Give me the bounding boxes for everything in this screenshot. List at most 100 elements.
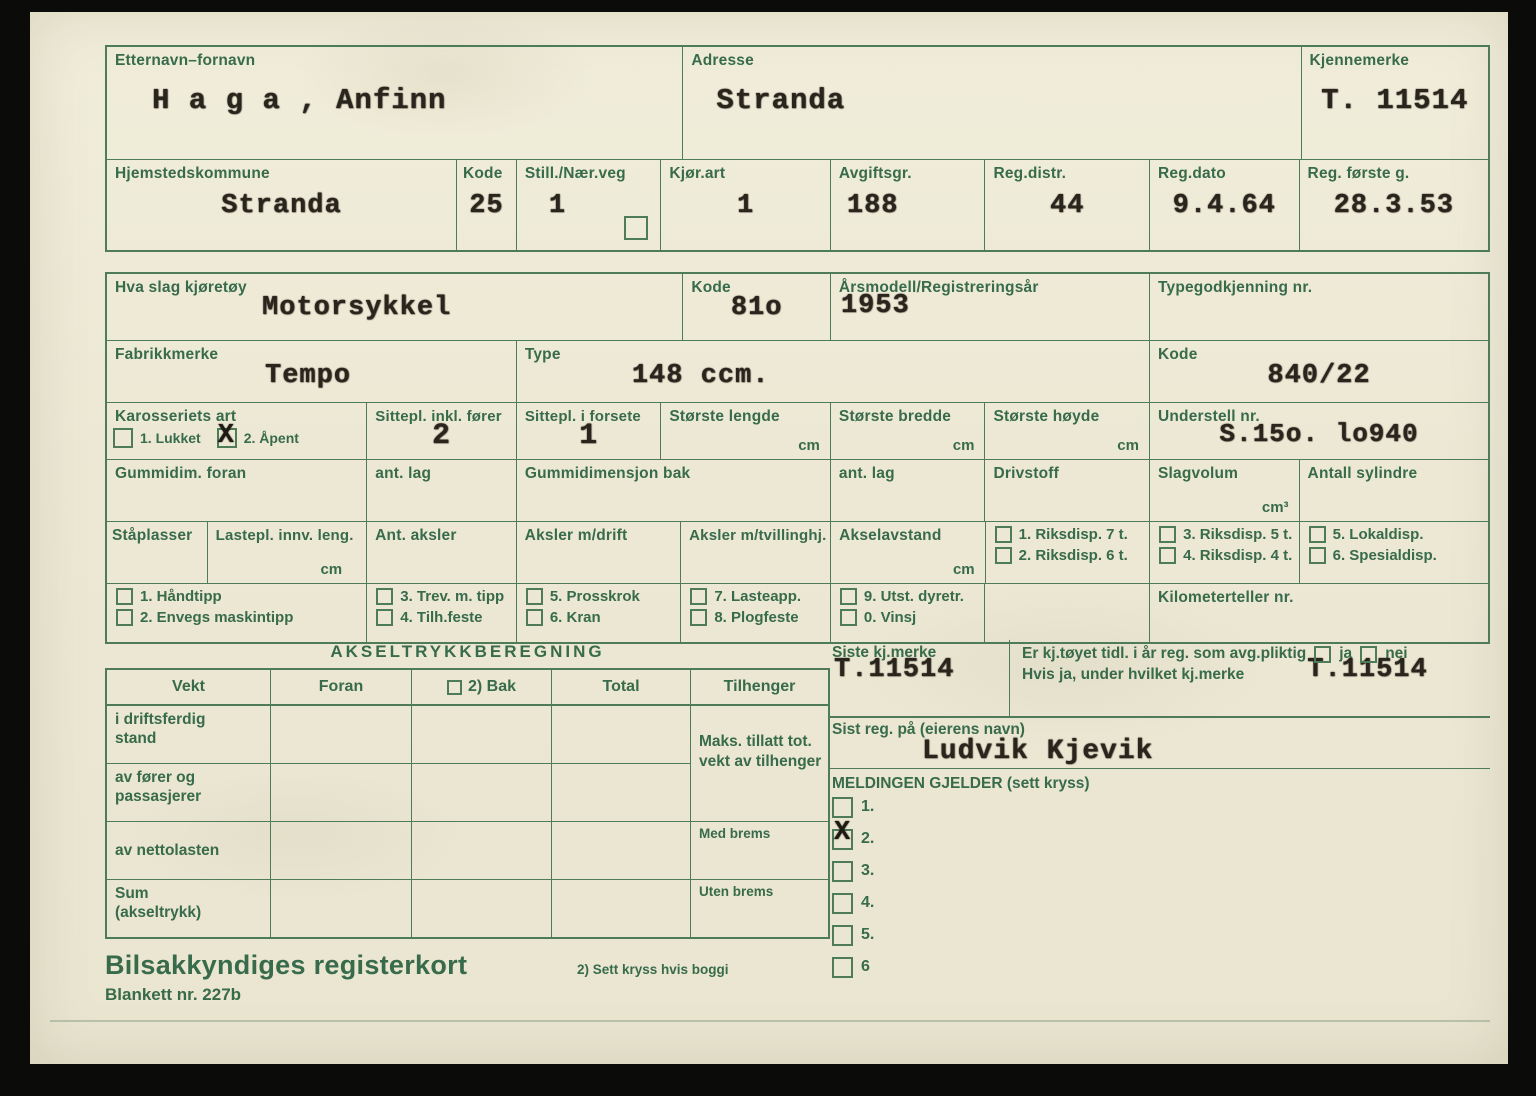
checkbox-option: 1. Riksdisp. 7 t. [986, 522, 1149, 543]
field-kilometerteller: Kilometerteller nr. [1148, 584, 1488, 642]
field-lastepl: Lastepl. innv. leng. cm [206, 522, 366, 583]
gummi-bak-label: Gummidimensjon bak [524, 465, 691, 482]
meldingen-label: MELDINGEN GJELDER (sett kryss) [832, 775, 1090, 792]
sistreg-value: Ludvik Kjevik [922, 736, 1154, 767]
axle-table-title: AKSELTRYKKBEREGNING [330, 642, 605, 661]
still-value: 1 [548, 191, 567, 221]
table-cell-empty [270, 880, 411, 937]
etternavn-label: Etternavn–fornavn [115, 52, 256, 69]
kjennemerke-value: T. 11514 [1321, 84, 1469, 117]
checkbox-icon [1308, 526, 1326, 543]
meldingen-item-3: 3. [832, 861, 1490, 882]
kode-label: Kode [462, 165, 503, 182]
axle-table: Vekt Foran 2) Bak Total i driftsferdig s… [105, 668, 830, 939]
checkbox-icon [690, 609, 708, 626]
hoyde-unit: cm [1117, 437, 1139, 454]
meldingen-item-4: 4. [832, 893, 1490, 914]
axle-header-foran: Foran [270, 670, 411, 704]
table-cell-empty [270, 822, 411, 879]
field-staplasser: Ståplasser [107, 522, 207, 583]
option-label: 2. Riksdisp. 6 t. [1018, 547, 1128, 564]
field-ant-aksler: Ant. aksler [366, 522, 516, 583]
field-adresse: Adresse Stranda [682, 47, 1300, 159]
option-label: 3. Riksdisp. 5 t. [1183, 526, 1293, 543]
field-tipp-3-4: 3. Trev. m. tipp 4. Tilh.feste [366, 584, 516, 642]
vehicle-section: Hva slag kjøretøy Motorsykkel Kode 81o Å… [105, 272, 1490, 644]
checkbox-icon [376, 588, 394, 605]
header-label: 2) Bak [467, 678, 517, 695]
sittepl-forsete-value: 1 [579, 419, 599, 453]
field-storste-bredde: Største bredde cm [829, 403, 985, 459]
row-label: Sum (akseltrykk) [115, 885, 202, 922]
row-label: av fører og passasjerer [115, 769, 202, 806]
meldingen-item-6: 6 [832, 957, 1490, 978]
field-gummi-bak: Gummidimensjon bak [515, 460, 830, 521]
drivstoff-label: Drivstoff [993, 465, 1059, 482]
etternavn-value: H a g a , Anfinn [152, 84, 447, 117]
hjemstedskommune-value: Stranda [221, 191, 342, 221]
table-cell-empty [551, 764, 690, 821]
checkbox-option: 7. Lasteapp. [681, 584, 830, 605]
boggi-checkbox-icon [446, 679, 462, 695]
boggi-footnote: 2) Sett kryss hvis boggi [577, 962, 729, 977]
checkbox-option: 1. Håndtipp [107, 584, 366, 605]
field-avgpliktig: Er kj.tøyet tidl. i år reg. som avg.plik… [1010, 640, 1490, 716]
axle-row-label: i driftsferdig stand [107, 706, 270, 763]
item-label: 6 [861, 958, 870, 975]
option-label: 1. Lukket [140, 430, 201, 446]
med-brems-label: Med brems [691, 821, 828, 879]
field-tipp-1-2: 1. Håndtipp 2. Envegs maskintipp [107, 584, 366, 642]
option-label: 2. Åpent [243, 430, 299, 446]
hvis-ja-label: Hvis ja, under hvilket kj.merke [1022, 666, 1245, 683]
option-label: 7. Lasteapp. [714, 588, 802, 605]
hvis-ja-value: T.11514 [1307, 655, 1428, 685]
field-karosseri: Karosseriets art 1. Lukket X 2. Åpent [107, 403, 366, 459]
nei-checkbox-icon [1360, 645, 1378, 663]
checkbox-icon [525, 588, 543, 605]
table-cell-empty [551, 706, 690, 763]
antlag2-label: ant. lag [838, 465, 895, 482]
checkbox-icon [832, 861, 853, 882]
field-antlag1: ant. lag [366, 460, 516, 521]
checkbox-icon [832, 925, 853, 946]
hoyde-label: Største høyde [993, 408, 1100, 425]
hjemstedskommune-label: Hjemstedskommune [115, 165, 270, 182]
checkbox-icon-checked: X [216, 421, 237, 451]
siste-label: Siste kj.merke [832, 644, 937, 661]
field-arsmodell: Årsmodell/Registreringsår 1953 [829, 274, 1149, 340]
kjennemerke-label: Kjennemerke [1309, 52, 1410, 69]
checkbox-icon [832, 893, 853, 914]
avgiftsgr-value: 188 [846, 191, 899, 221]
field-tipp-5-6: 5. Prosskrok 6. Kran [515, 584, 681, 642]
field-aksler-drift: Aksler m/drift [515, 522, 680, 583]
checkbox-option: 0. Vinsj [831, 605, 985, 626]
axle-header-total: Total [551, 670, 690, 704]
field-kjorart: Kjør.art 1 [660, 160, 830, 252]
kode1-label: Kode [691, 279, 731, 296]
checkbox-icon [1159, 547, 1177, 564]
field-kode2: Kode 840/22 [1148, 341, 1488, 402]
table-cell-empty [270, 764, 411, 821]
axle-row-label: av nettolasten [107, 822, 270, 879]
checkbox-option: 8. Plogfeste [681, 605, 830, 626]
ja-checkbox-icon [1314, 645, 1332, 663]
sistreg-label: Sist reg. på (eierens navn) [832, 721, 1025, 738]
checkbox-option: 2. Envegs maskintipp [107, 605, 366, 626]
field-hjemstedskommune: Hjemstedskommune Stranda [107, 160, 456, 252]
kode2-label: Kode [1157, 346, 1198, 363]
checkbox-option: 3. Trev. m. tipp [367, 584, 516, 605]
table-cell-empty [411, 706, 551, 763]
checkbox-option: 6. Kran [517, 605, 681, 626]
nei-label: nei [1385, 645, 1408, 662]
axle-header-bak: 2) Bak [411, 670, 551, 704]
item-label: 3. [861, 862, 875, 879]
fabrikkmerke-value: Tempo [265, 361, 352, 391]
option-label: 9. Utst. dyretr. [863, 588, 964, 605]
kode-value: 25 [469, 191, 504, 221]
field-kode: Kode 25 [455, 160, 516, 252]
option-label: 4. Tilh.feste [400, 609, 483, 626]
field-antall-sylindre: Antall sylindre [1298, 460, 1488, 521]
bredde-unit: cm [952, 437, 975, 454]
option-label: 5. Prosskrok [549, 588, 640, 605]
